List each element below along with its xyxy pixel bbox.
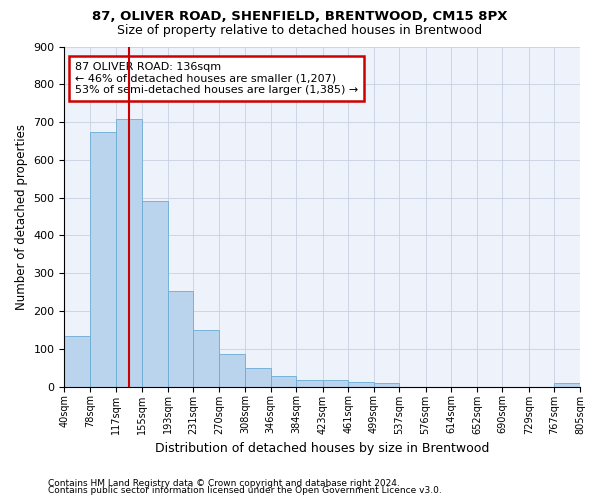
Bar [271, 376, 296, 386]
Text: Contains HM Land Registry data © Crown copyright and database right 2024.: Contains HM Land Registry data © Crown c… [48, 478, 400, 488]
Bar [323, 380, 348, 386]
Bar [64, 336, 90, 386]
Text: Contains public sector information licensed under the Open Government Licence v3: Contains public sector information licen… [48, 486, 442, 495]
Bar [220, 354, 245, 386]
Bar [554, 383, 580, 386]
Bar [167, 291, 193, 386]
Bar [116, 120, 142, 386]
Bar [348, 382, 374, 386]
Bar [193, 330, 220, 386]
X-axis label: Distribution of detached houses by size in Brentwood: Distribution of detached houses by size … [155, 442, 490, 455]
Bar [142, 200, 167, 386]
Bar [90, 132, 116, 386]
Text: 87, OLIVER ROAD, SHENFIELD, BRENTWOOD, CM15 8PX: 87, OLIVER ROAD, SHENFIELD, BRENTWOOD, C… [92, 10, 508, 23]
Text: 87 OLIVER ROAD: 136sqm
← 46% of detached houses are smaller (1,207)
53% of semi-: 87 OLIVER ROAD: 136sqm ← 46% of detached… [75, 62, 358, 95]
Bar [374, 384, 400, 386]
Text: Size of property relative to detached houses in Brentwood: Size of property relative to detached ho… [118, 24, 482, 37]
Y-axis label: Number of detached properties: Number of detached properties [15, 124, 28, 310]
Bar [296, 380, 323, 386]
Bar [245, 368, 271, 386]
